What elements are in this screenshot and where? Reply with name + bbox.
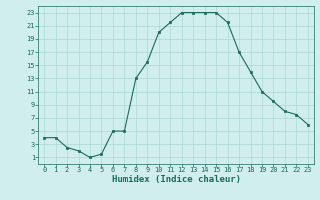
X-axis label: Humidex (Indice chaleur): Humidex (Indice chaleur) bbox=[111, 175, 241, 184]
